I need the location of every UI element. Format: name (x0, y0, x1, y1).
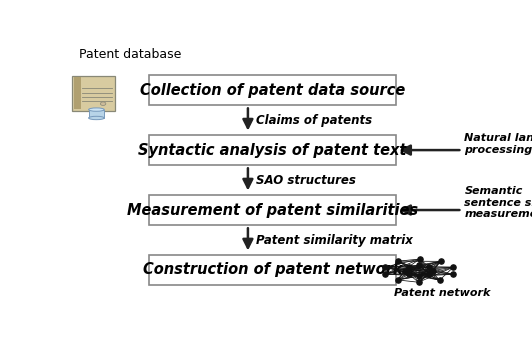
Text: Construction of patent network: Construction of patent network (143, 263, 403, 277)
Ellipse shape (89, 116, 104, 120)
Text: SAO structures: SAO structures (256, 174, 356, 186)
Point (425, 272, 434, 277)
Point (405, 272, 413, 277)
Point (394, 258, 403, 264)
Text: Natural language
processing: Natural language processing (464, 133, 532, 155)
Point (393, 277, 402, 283)
Point (425, 264, 434, 270)
Text: Measurement of patent similarities: Measurement of patent similarities (127, 202, 418, 218)
Point (448, 272, 457, 277)
FancyBboxPatch shape (149, 135, 396, 165)
Point (415, 273, 423, 279)
Point (381, 264, 389, 270)
Text: Patent network: Patent network (394, 288, 491, 298)
Text: Collection of patent data source: Collection of patent data source (140, 83, 405, 98)
FancyBboxPatch shape (149, 195, 396, 225)
Text: Syntactic analysis of patent text: Syntactic analysis of patent text (138, 143, 407, 157)
Point (435, 277, 444, 283)
Bar (89, 110, 104, 118)
Circle shape (101, 102, 106, 106)
Text: Patent database: Patent database (79, 48, 181, 61)
Point (429, 268, 438, 273)
Ellipse shape (89, 108, 104, 111)
Text: Semantic
sentence similarity
measurement: Semantic sentence similarity measurement (464, 186, 532, 219)
Point (404, 264, 413, 270)
Point (401, 268, 409, 273)
Text: Claims of patents: Claims of patents (256, 113, 372, 127)
Bar (74, 78, 81, 109)
Point (414, 280, 423, 285)
Text: Patent similarity matrix: Patent similarity matrix (256, 234, 413, 246)
FancyBboxPatch shape (149, 255, 396, 285)
FancyBboxPatch shape (149, 75, 396, 106)
Point (414, 263, 423, 268)
Point (436, 258, 445, 264)
Point (380, 271, 389, 277)
Point (415, 256, 424, 262)
FancyBboxPatch shape (72, 76, 114, 110)
Point (449, 264, 458, 270)
